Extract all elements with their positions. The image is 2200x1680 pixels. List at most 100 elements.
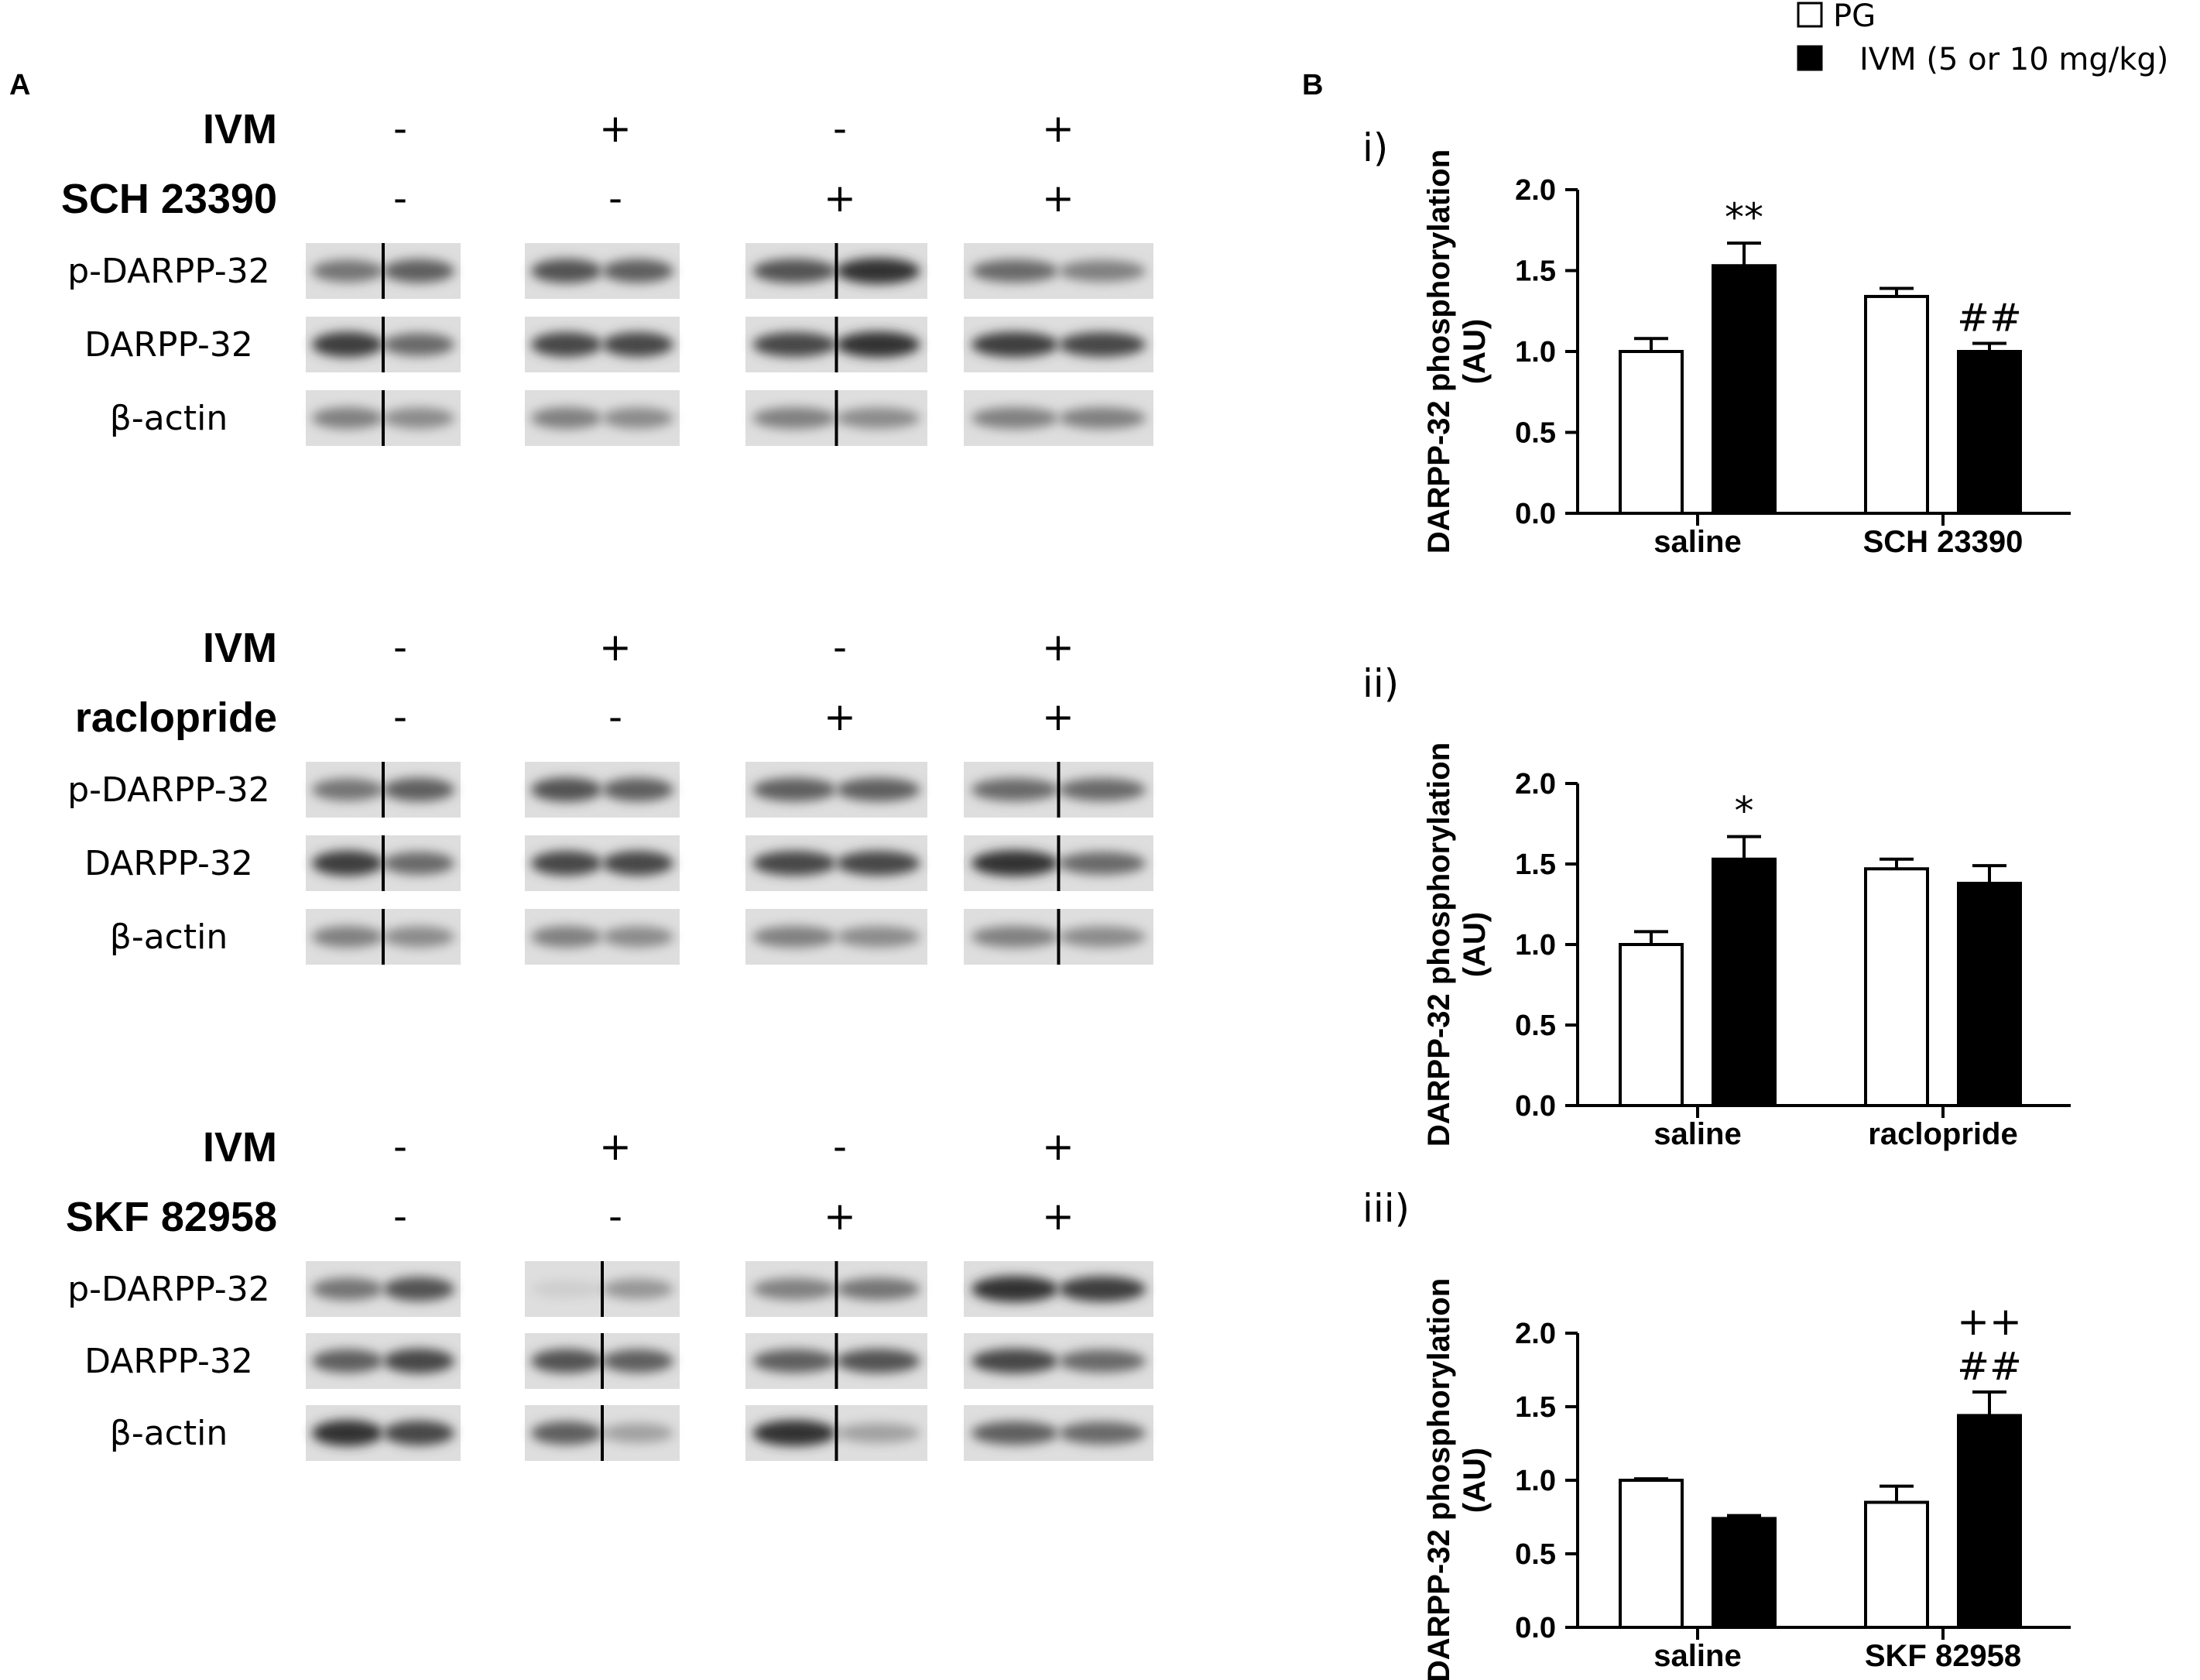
x-tick-label: SKF 82958 xyxy=(1865,1639,2021,1673)
treatment-label: IVM xyxy=(203,625,277,671)
y-axis-label-unit: (AU) xyxy=(1458,1448,1492,1513)
blot-row-label: β-actin xyxy=(110,399,228,438)
y-tick-label: 0.0 xyxy=(1515,1090,1556,1123)
y-tick-label: 0.0 xyxy=(1515,1612,1556,1644)
blot-band xyxy=(312,850,383,876)
y-tick-label: 0.5 xyxy=(1515,1538,1556,1571)
blot-row-label: p-DARPP-32 xyxy=(67,252,270,291)
significance-marker: * xyxy=(1735,789,1754,834)
blot-band xyxy=(971,1349,1059,1373)
panel-a-letter: A xyxy=(9,69,30,101)
blot-band xyxy=(752,1420,837,1446)
blot-band xyxy=(602,407,673,429)
y-axis-label: DARPP-32 phosphorylation xyxy=(1422,149,1456,554)
bar-chart: i) 0.0 0.5 1.0 1.5 2.0 saline SCH 23390 DARPP-32… xyxy=(1362,125,2071,559)
blot-band xyxy=(836,1423,920,1443)
blot-row-label: DARPP-32 xyxy=(84,1342,253,1381)
blot-band xyxy=(971,1276,1059,1302)
treatment-sign: - xyxy=(833,106,847,151)
blot-band xyxy=(1058,778,1146,801)
blot-band xyxy=(1058,926,1146,948)
treatment-sign: + xyxy=(1042,106,1074,151)
blot-band xyxy=(531,926,602,948)
treatment-sign: - xyxy=(833,625,847,670)
blot-band xyxy=(383,926,454,948)
western-blot-panel: IVM - + - + SCH 23390 - - + + p-DARPP-32 DARPP-32 β-… xyxy=(61,106,1153,1461)
blot-band xyxy=(531,1421,602,1445)
y-tick-label: 2.0 xyxy=(1515,768,1556,801)
blot-band xyxy=(312,259,383,283)
treatment-sign: - xyxy=(608,1194,622,1239)
blot-row-label: p-DARPP-32 xyxy=(67,1270,270,1309)
blot-band xyxy=(971,407,1059,429)
blot-row-label: DARPP-32 xyxy=(84,325,253,365)
blot-band xyxy=(752,1278,837,1300)
blot-band xyxy=(971,259,1059,283)
blot-band xyxy=(752,259,837,283)
chart-panel-label: i) xyxy=(1362,125,1388,170)
treatment-sign: + xyxy=(824,176,856,221)
treatment-sign: - xyxy=(393,106,407,151)
blot-band xyxy=(383,407,454,429)
y-tick-label: 2.0 xyxy=(1515,1318,1556,1350)
blot-band xyxy=(971,331,1059,358)
panel-b-letter: B xyxy=(1302,69,1323,101)
blot-band xyxy=(752,851,837,876)
blot-band xyxy=(971,1421,1059,1445)
y-tick-label: 1.5 xyxy=(1515,1391,1556,1424)
bar-charts-panel: i) 0.0 0.5 1.0 1.5 2.0 saline SCH 23390 DARPP-32… xyxy=(1362,125,2071,1680)
blot-band xyxy=(836,331,920,358)
treatment-sign: + xyxy=(1042,1124,1074,1169)
blot-row-label: β-actin xyxy=(110,1414,228,1453)
y-tick-label: 1.0 xyxy=(1515,336,1556,369)
bar-chart: iii) 0.0 0.5 1.0 1.5 2.0 saline SKF 82958 DARPP-… xyxy=(1362,1186,2071,1680)
treatment-sign: - xyxy=(393,176,407,221)
treatment-label: SKF 82958 xyxy=(66,1194,277,1240)
blot-band xyxy=(1058,852,1146,875)
chart-panel-label: ii) xyxy=(1362,661,1399,706)
bar xyxy=(1957,350,2022,515)
treatment-sign: + xyxy=(599,1124,632,1169)
blot-row-label: β-actin xyxy=(110,917,228,957)
blot-band xyxy=(312,1420,383,1446)
legend-pg-label: PG xyxy=(1833,0,1876,34)
blot-band xyxy=(1058,407,1146,429)
y-tick-label: 1.0 xyxy=(1515,1465,1556,1497)
blot-band xyxy=(383,333,454,356)
treatment-sign: + xyxy=(824,694,856,739)
blot-band xyxy=(752,777,837,802)
x-tick-label: SCH 23390 xyxy=(1863,525,2024,559)
blot-band xyxy=(836,851,920,876)
blot-band xyxy=(531,777,602,802)
blot-band xyxy=(836,926,920,948)
blot-band xyxy=(971,778,1059,801)
chart-panel-label: iii) xyxy=(1362,1186,1410,1231)
blot-band xyxy=(602,926,673,948)
legend-ivm-label: IVM (5 or 10 mg/kg) xyxy=(1859,42,2168,77)
blot-band xyxy=(531,332,602,357)
blot-band xyxy=(602,1278,673,1300)
legend-pg-swatch xyxy=(1797,2,1823,28)
blot-band xyxy=(752,926,837,948)
blot-band xyxy=(602,1423,673,1443)
blot-band xyxy=(312,778,383,801)
blot-band xyxy=(383,259,454,283)
y-axis-label: DARPP-32 phosphorylation xyxy=(1422,742,1456,1147)
y-tick-label: 2.0 xyxy=(1515,174,1556,207)
treatment-sign: + xyxy=(1042,694,1074,739)
treatment-sign: - xyxy=(393,625,407,670)
blot-band xyxy=(1058,332,1146,357)
bar xyxy=(1619,1479,1684,1629)
bar xyxy=(1957,881,2022,1107)
y-axis-label-unit: (AU) xyxy=(1458,319,1492,384)
bar xyxy=(1712,857,1777,1107)
blot-band xyxy=(1058,1421,1146,1445)
bar xyxy=(1619,350,1684,515)
blot-band xyxy=(602,332,673,357)
blot-band xyxy=(383,1349,454,1373)
treatment-sign: + xyxy=(1042,625,1074,670)
blot-row-label: p-DARPP-32 xyxy=(67,770,270,810)
y-axis-label: DARPP-32 phosphorylation xyxy=(1422,1278,1456,1680)
blot-band xyxy=(1058,1349,1146,1373)
